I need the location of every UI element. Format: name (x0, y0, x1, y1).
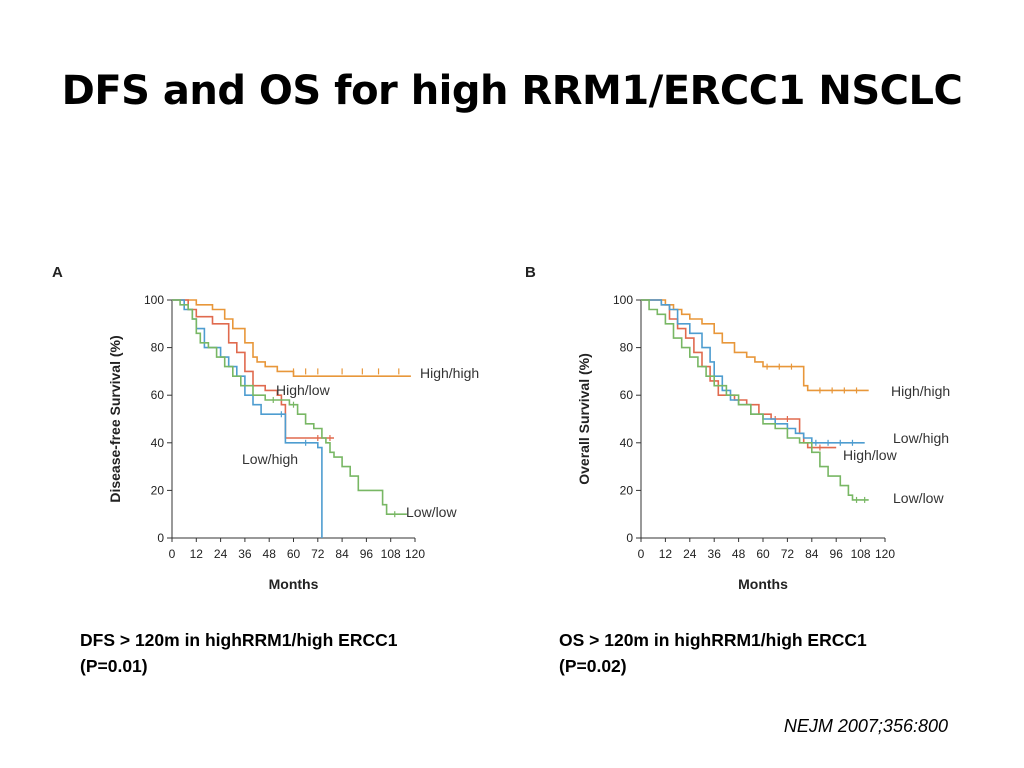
series-label: Low/low (406, 504, 457, 520)
series-label: High/high (420, 365, 479, 381)
panel-label: B (525, 264, 536, 281)
x-tick-label: 12 (659, 547, 673, 561)
x-tick-label: 12 (190, 547, 204, 561)
os-caption: OS > 120m in highRRM1/high ERCC1 (P=0.02… (559, 627, 867, 679)
os-caption-line1: OS > 120m in highRRM1/high ERCC1 (559, 630, 867, 650)
y-tick-label: 20 (151, 483, 165, 497)
series-line-low-low (172, 299, 407, 515)
os-caption-line2: (P=0.02) (559, 656, 627, 676)
x-tick-label: 60 (287, 547, 301, 561)
series-line-low-high (641, 299, 865, 444)
slide-title: DFS and OS for high RRM1/ERCC1 NSCLC (61, 68, 963, 114)
x-tick-label: 108 (851, 547, 871, 561)
x-tick-label: 84 (335, 547, 349, 561)
dfs-caption: DFS > 120m in highRRM1/high ERCC1 (P=0.0… (80, 627, 397, 679)
y-axis-title: Disease-free Survival (%) (107, 335, 123, 502)
series-label: Low/high (893, 430, 949, 446)
series-label: High/low (276, 382, 331, 398)
y-tick-label: 0 (157, 531, 164, 545)
series-line-high-high (641, 299, 869, 392)
series-label: High/low (843, 447, 898, 463)
x-tick-label: 24 (214, 547, 228, 561)
x-tick-label: 72 (781, 547, 795, 561)
x-tick-label: 48 (732, 547, 746, 561)
x-tick-label: 120 (405, 547, 425, 561)
y-tick-label: 60 (151, 388, 165, 402)
x-tick-label: 120 (875, 547, 895, 561)
dfs-caption-line2: (P=0.01) (80, 656, 148, 676)
series-line-high-low (172, 299, 334, 439)
y-tick-label: 40 (151, 436, 165, 450)
panel-label: A (52, 264, 63, 281)
x-tick-label: 96 (830, 547, 844, 561)
y-tick-label: 100 (144, 293, 164, 307)
y-axis-title: Overall Survival (%) (576, 353, 592, 485)
x-tick-label: 48 (263, 547, 277, 561)
series-label: Low/high (242, 451, 298, 467)
series-line-high-high (172, 299, 411, 377)
x-axis-title: Months (738, 576, 788, 592)
y-tick-label: 40 (620, 436, 634, 450)
y-tick-label: 80 (620, 341, 634, 355)
x-tick-label: 36 (708, 547, 722, 561)
os-chart: B 0 20 40 60 80 100 0 12 24 36 48 60 72 84 96 108 120 Mont… (525, 264, 950, 592)
series-label: High/high (891, 383, 950, 399)
dfs-chart: A 0 20 40 60 80 100 0 12 24 36 48 60 72 84 96 108 120 Mont… (52, 264, 479, 592)
x-axis-title: Months (269, 576, 319, 592)
dfs-caption-line1: DFS > 120m in highRRM1/high ERCC1 (80, 630, 398, 650)
y-tick-label: 100 (613, 293, 633, 307)
series-line-high-low (641, 299, 837, 449)
citation: NEJM 2007;356:800 (783, 716, 948, 736)
x-tick-label: 24 (683, 547, 697, 561)
series-line-low-low (641, 299, 869, 501)
x-tick-label: 84 (805, 547, 819, 561)
y-tick-label: 60 (620, 388, 634, 402)
y-tick-label: 0 (626, 531, 633, 545)
series-line-low-high (172, 299, 323, 538)
series-label: Low/low (893, 490, 944, 506)
x-tick-label: 0 (169, 547, 176, 561)
x-tick-label: 60 (756, 547, 770, 561)
y-tick-label: 20 (620, 483, 634, 497)
x-tick-label: 96 (360, 547, 374, 561)
x-tick-label: 36 (238, 547, 252, 561)
y-tick-label: 80 (151, 341, 165, 355)
x-tick-label: 0 (638, 547, 645, 561)
x-tick-label: 108 (381, 547, 401, 561)
x-tick-label: 72 (311, 547, 325, 561)
